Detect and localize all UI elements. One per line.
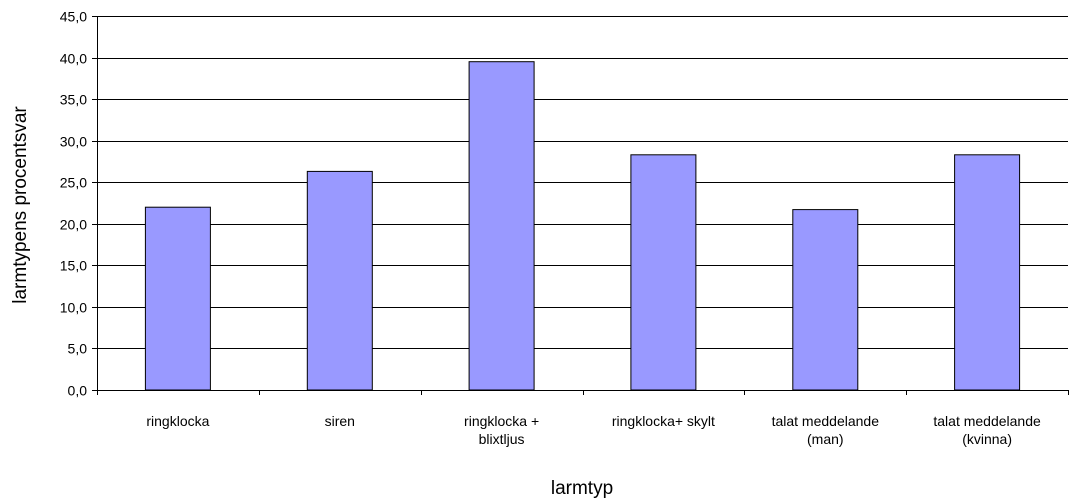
x-category-label-line: ringklocka + xyxy=(464,413,539,429)
axes xyxy=(92,16,1069,395)
x-category-label-line: ringklocka xyxy=(146,413,209,429)
x-category-label-line: ringklocka+ skylt xyxy=(612,413,715,429)
bar xyxy=(468,61,535,391)
gridlines xyxy=(97,16,1068,349)
bar xyxy=(954,154,1021,391)
bar xyxy=(792,209,859,391)
y-tick-label: 20,0 xyxy=(60,217,87,233)
bar xyxy=(306,170,373,391)
y-tick-label: 25,0 xyxy=(60,175,87,191)
y-tick-label: 35,0 xyxy=(60,92,87,108)
x-category-label-line: blixtljus xyxy=(479,431,525,447)
y-tick-label: 5,0 xyxy=(68,341,88,357)
x-category-label: talat meddelande (man) xyxy=(772,413,880,447)
x-category-label: talat meddelande (kvinna) xyxy=(933,413,1041,447)
y-tick-label: 45,0 xyxy=(60,9,87,25)
y-tick-label: 15,0 xyxy=(60,258,87,274)
x-category-label-line: (kvinna) xyxy=(962,431,1012,447)
x-category-label: ringklocka+ skylt xyxy=(612,413,715,429)
x-category-label-line: talat meddelande xyxy=(933,413,1041,429)
x-category-label: ringklocka xyxy=(146,413,209,429)
y-tick-label: 30,0 xyxy=(60,134,87,150)
bars xyxy=(144,61,1021,391)
y-tick-label: 0,0 xyxy=(68,383,88,399)
y-axis-title: larmtypens procentsvar xyxy=(10,106,31,304)
x-axis-title: larmtyp xyxy=(551,478,613,499)
bar xyxy=(630,154,697,391)
x-category-label-line: talat meddelande xyxy=(772,413,880,429)
y-tick-label: 40,0 xyxy=(60,51,87,67)
x-category-label-line: (man) xyxy=(807,431,844,447)
bar xyxy=(144,206,211,391)
y-tick-label: 10,0 xyxy=(60,300,87,316)
x-category-label-line: siren xyxy=(325,413,355,429)
x-category-labels: ringklocka siren ringklocka + blixtljusring… xyxy=(146,413,1041,447)
y-tick-labels: 0,0 5,0 10,0 15,0 20,0 25,0 30,0 35,0 40,0 45,0 xyxy=(60,9,87,399)
x-category-label: siren xyxy=(325,413,355,429)
x-category-label: ringklocka + blixtljus xyxy=(464,413,539,447)
